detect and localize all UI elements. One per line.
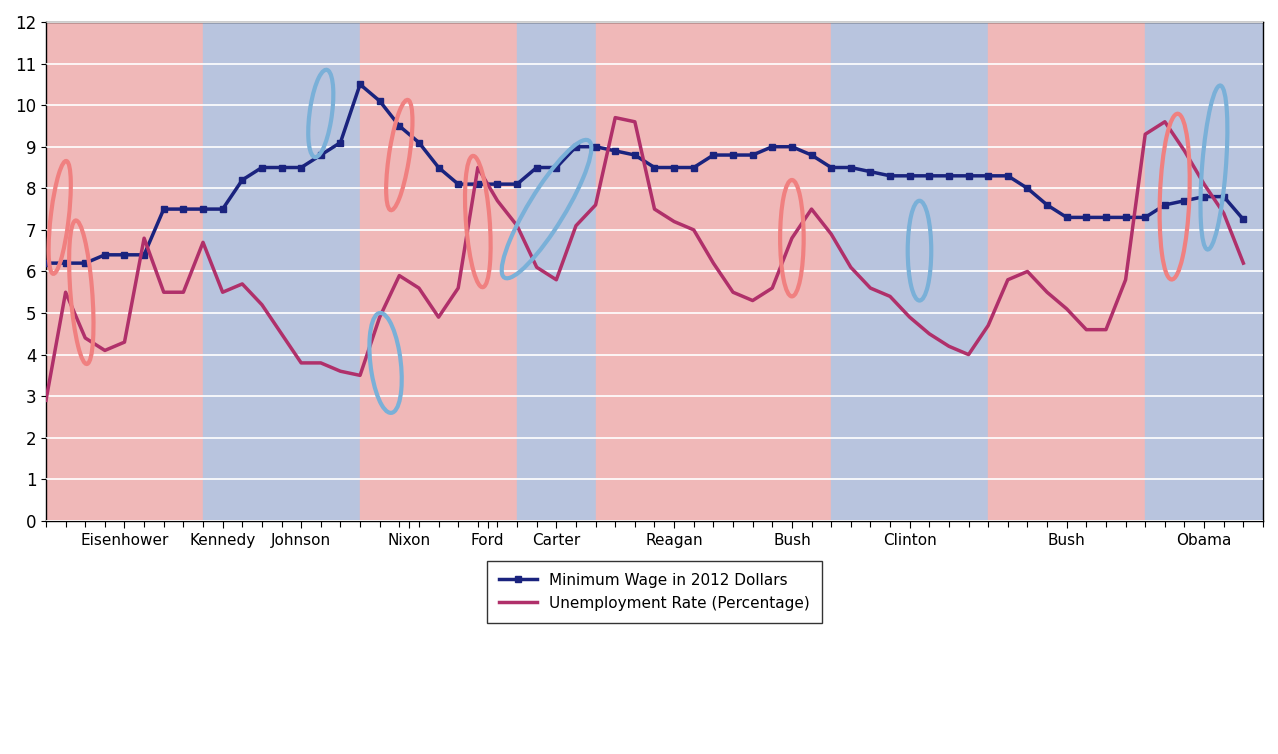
Line: Minimum Wage in 2012 Dollars: Minimum Wage in 2012 Dollars <box>43 81 1246 266</box>
Minimum Wage in 2012 Dollars <box>785 143 800 152</box>
Unemployment Rate (Percentage) <box>647 204 662 213</box>
Unemployment Rate (Percentage) <box>353 371 368 380</box>
Bar <box>988 22 1145 521</box>
Bar <box>459 22 518 521</box>
Minimum Wage in 2012 Dollars <box>273 163 289 172</box>
Minimum Wage in 2012 Dollars <box>38 259 54 268</box>
Minimum Wage in 2012 Dollars <box>647 163 662 172</box>
Bar <box>243 22 360 521</box>
Minimum Wage in 2012 Dollars <box>353 80 368 89</box>
Unemployment Rate (Percentage) <box>273 329 289 339</box>
Bar <box>1145 22 1263 521</box>
Bar <box>46 22 203 521</box>
Unemployment Rate (Percentage) <box>137 234 152 243</box>
Unemployment Rate (Percentage) <box>1236 259 1251 268</box>
Bar <box>753 22 831 521</box>
Minimum Wage in 2012 Dollars <box>372 97 387 106</box>
Unemployment Rate (Percentage) <box>785 234 800 243</box>
Line: Unemployment Rate (Percentage): Unemployment Rate (Percentage) <box>46 118 1243 400</box>
Minimum Wage in 2012 Dollars <box>1236 215 1251 224</box>
Bar <box>831 22 988 521</box>
Bar <box>518 22 596 521</box>
Minimum Wage in 2012 Dollars <box>137 250 152 259</box>
Bar <box>360 22 459 521</box>
Bar <box>596 22 753 521</box>
Minimum Wage in 2012 Dollars <box>1098 213 1113 222</box>
Bar <box>203 22 243 521</box>
Unemployment Rate (Percentage) <box>38 396 54 405</box>
Legend: Minimum Wage in 2012 Dollars, Unemployment Rate (Percentage): Minimum Wage in 2012 Dollars, Unemployme… <box>487 561 822 623</box>
Unemployment Rate (Percentage) <box>1098 325 1113 334</box>
Unemployment Rate (Percentage) <box>607 113 622 122</box>
